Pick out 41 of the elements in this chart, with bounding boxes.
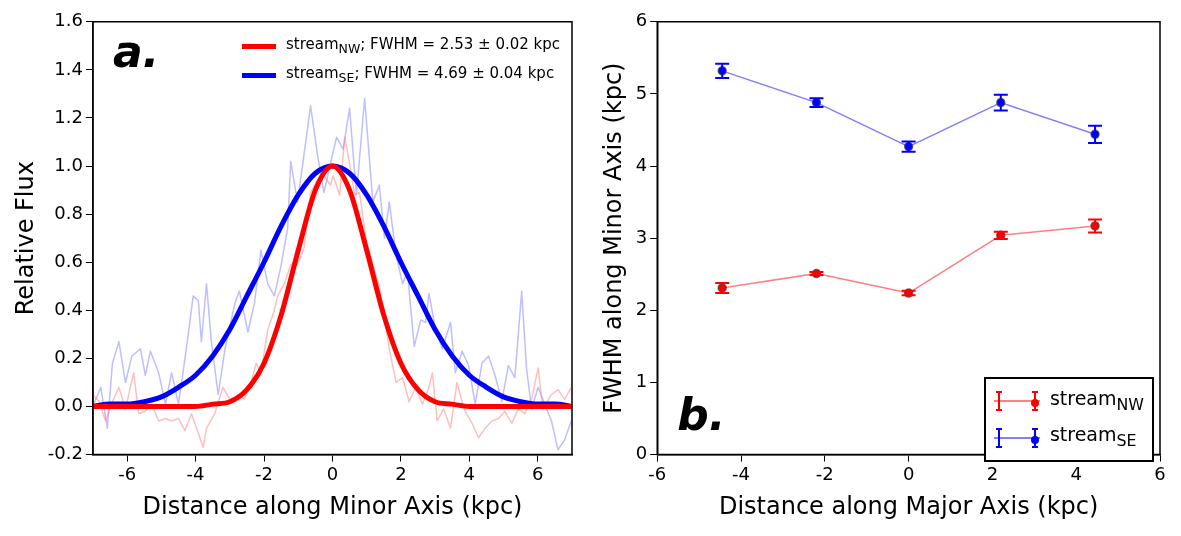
y-tick-label: 0.0 (54, 394, 83, 416)
legend-label: stream$_{NW}$; FWHM = 2.53 ± 0.02 kpc (285, 33, 560, 58)
x-tick-label: 2 (395, 463, 407, 485)
legend-label: stream$_{SE}$ (1049, 422, 1137, 453)
x-tick-label: -4 (732, 463, 751, 485)
y-tick-label: 2 (635, 298, 648, 320)
y-tick-label: 0.6 (54, 249, 83, 271)
y-tick-label: -0.2 (47, 442, 83, 464)
x-tick-label: 4 (1070, 463, 1082, 485)
y-tick-label: 1.2 (54, 105, 83, 127)
y-tick-label: 6 (635, 9, 648, 31)
y-tick-label: 0.8 (54, 201, 83, 223)
y-tick-label: 1.6 (54, 9, 83, 31)
legend-label: stream$_{NW}$ (1049, 385, 1144, 416)
x-tick-label: -6 (118, 463, 137, 485)
x-tick-label: -4 (186, 463, 205, 485)
x-tick-label: 0 (902, 463, 915, 485)
y-tick-label: 0 (635, 442, 648, 464)
y-axis-title: FWHM along Minor Axis (kpc) (598, 62, 627, 414)
x-tick-label: 4 (463, 463, 476, 485)
x-tick-label: 6 (532, 463, 544, 485)
x-tick-label: 2 (986, 463, 999, 485)
y-tick-label: 0.2 (54, 346, 83, 368)
legend-label: stream$_{SE}$; FWHM = 4.69 ± 0.04 kpc (285, 62, 555, 87)
y-tick-label: 1.0 (54, 153, 83, 175)
x-tick-label: -2 (815, 463, 834, 485)
x-tick-label: -6 (648, 463, 667, 485)
x-axis-title: Distance along Major Axis (kpc) (718, 491, 1099, 520)
x-tick-label: -2 (255, 463, 273, 485)
x-tick-label: 0 (326, 463, 339, 485)
y-tick-label: 5 (635, 81, 648, 103)
y-axis-title: Relative Flux (10, 161, 39, 316)
y-tick-label: 3 (635, 225, 648, 247)
annotation: a. (112, 25, 160, 77)
y-tick-label: 1.4 (54, 57, 83, 79)
x-tick-label: 6 (1154, 463, 1166, 485)
annotation: b. (677, 388, 726, 440)
x-axis-title: Distance along Minor Axis (kpc) (142, 491, 523, 520)
y-tick-label: 0.4 (54, 298, 83, 320)
y-tick-label: 1 (635, 370, 648, 392)
y-tick-label: 4 (635, 153, 648, 175)
